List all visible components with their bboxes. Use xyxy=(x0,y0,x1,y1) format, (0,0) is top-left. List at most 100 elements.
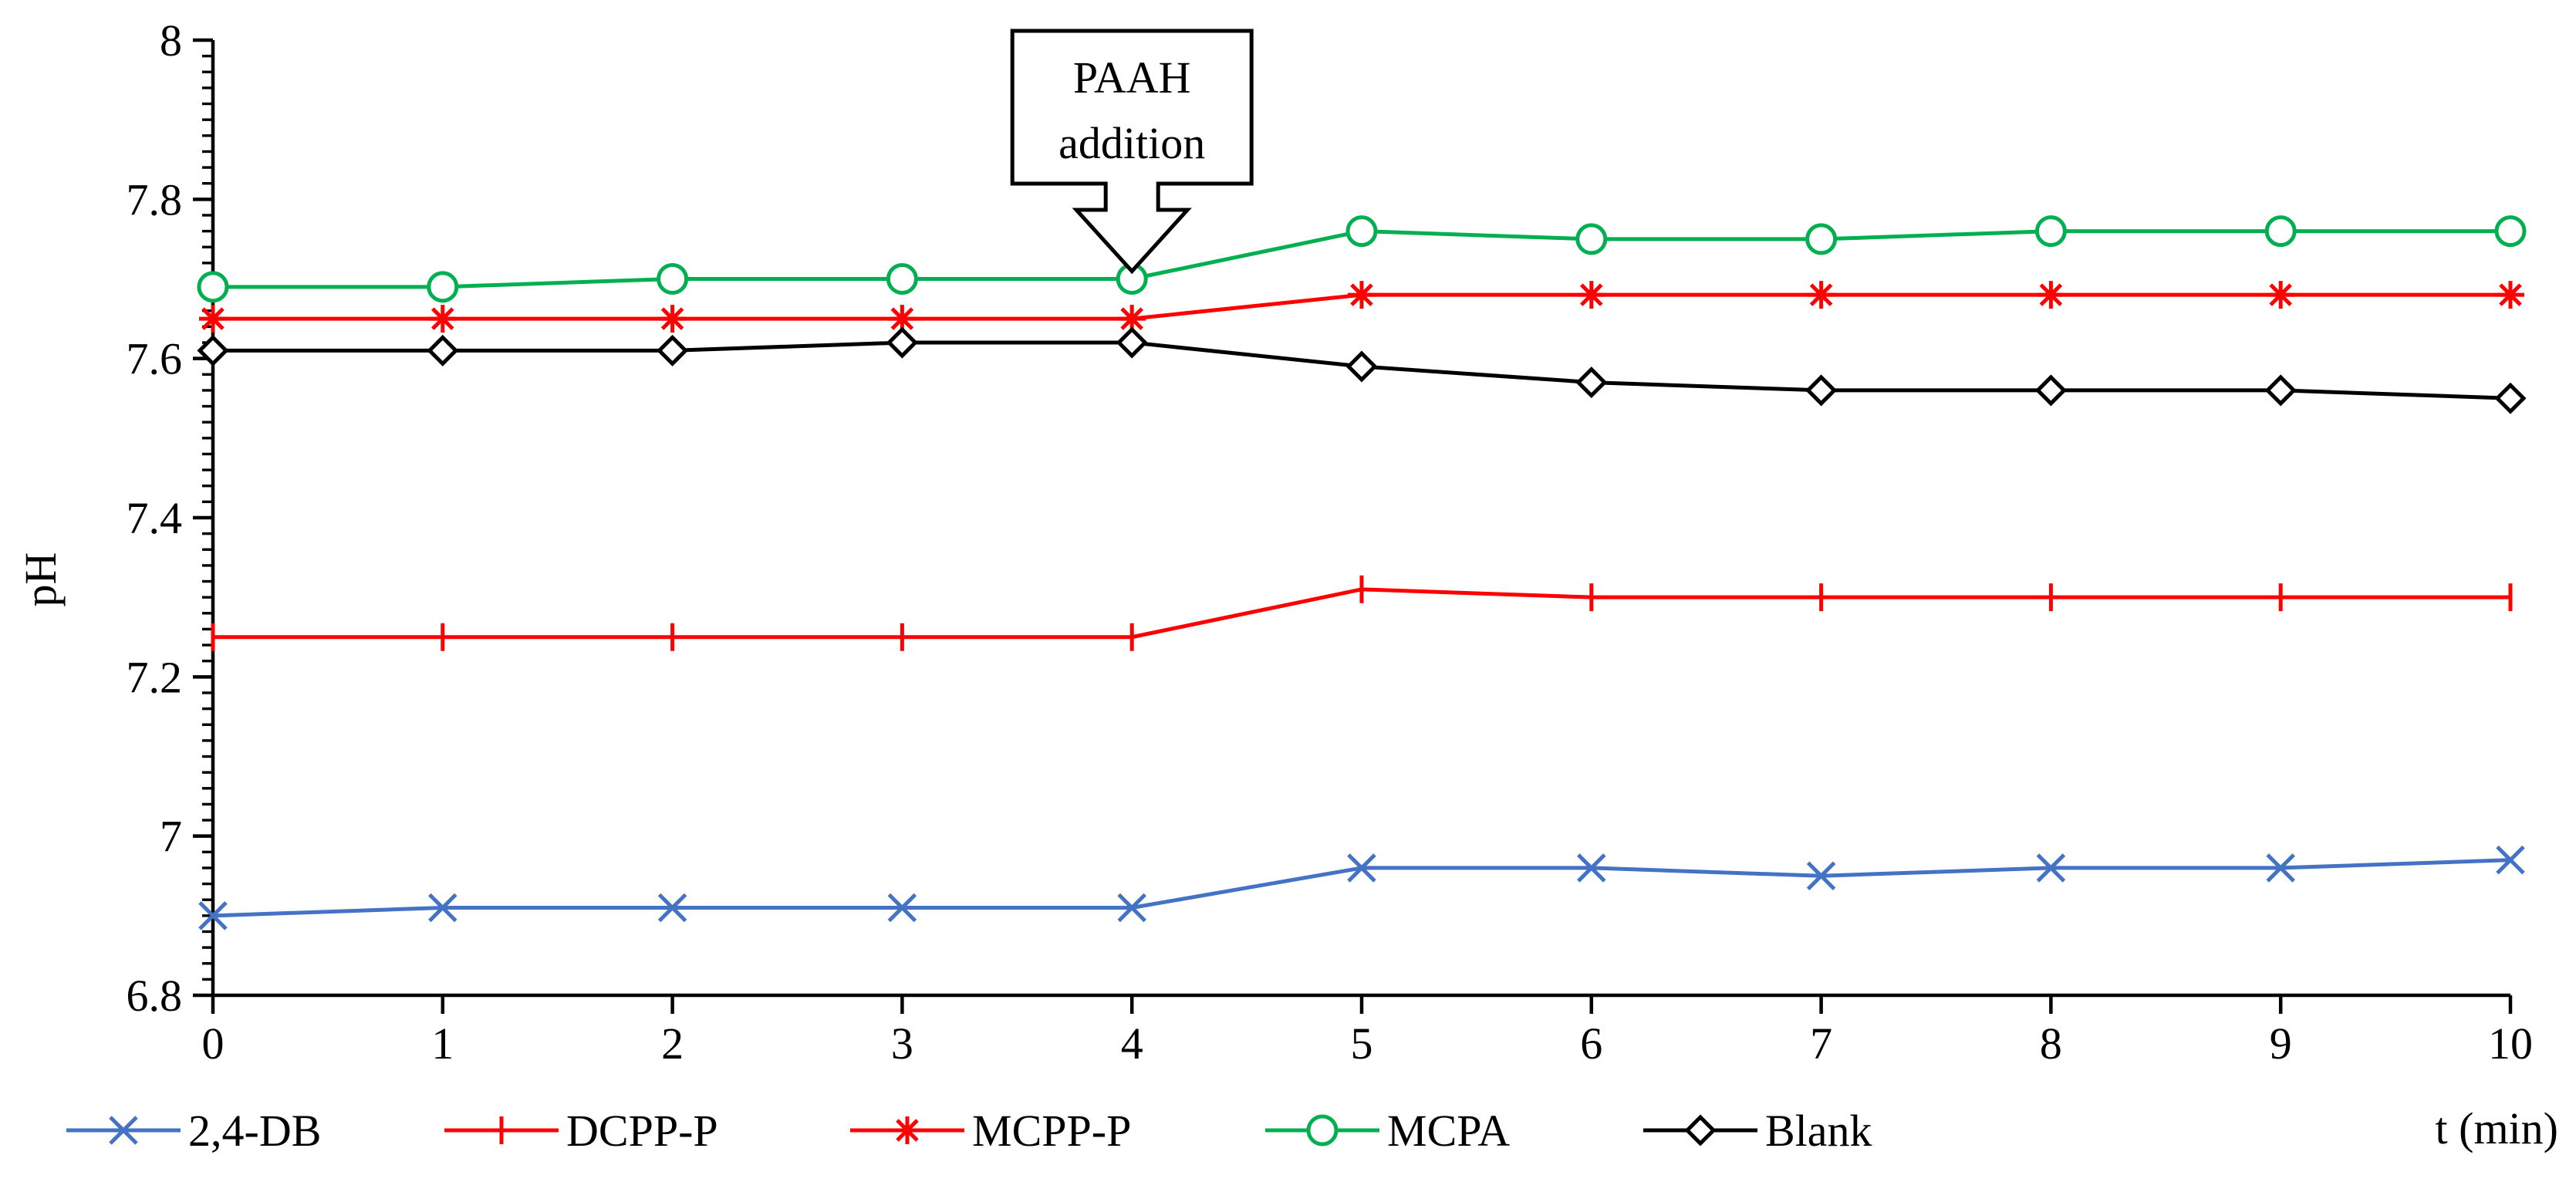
marker-circle xyxy=(2494,215,2527,248)
marker-star xyxy=(1577,281,1605,309)
marker-diamond xyxy=(427,334,459,366)
series-dcpp-p xyxy=(211,575,2513,651)
marker-stroke xyxy=(2039,283,2063,306)
legend: 2,4-DB DCPP-P MCPP-P MCPA Blank xyxy=(66,1106,1872,1156)
marker-star xyxy=(2497,281,2524,309)
legend-item-dcpp-p: DCPP-P xyxy=(444,1106,718,1156)
marker-diamond xyxy=(1575,366,1608,399)
x-tick-label: 8 xyxy=(2040,1018,2062,1069)
legend-label: Blank xyxy=(1765,1106,1872,1156)
x-tick-label: 10 xyxy=(2488,1018,2533,1069)
x-tick-label: 3 xyxy=(891,1018,913,1069)
marker-stroke xyxy=(660,307,684,330)
marker-circle xyxy=(1306,1114,1339,1147)
marker-stroke xyxy=(1809,283,1833,306)
marker-x xyxy=(1117,893,1146,923)
marker-x xyxy=(1347,853,1376,883)
legend-label: MCPA xyxy=(1387,1106,1510,1156)
x-tick-label: 6 xyxy=(1580,1018,1602,1069)
marker-circle xyxy=(2034,215,2067,248)
x-axis-title: t (min) xyxy=(2436,1103,2558,1153)
tick-labels: 6.8 7 7.2 7.4 7.6 7.8 8 0 1 2 3 4 5 6 7 8 9 10 xyxy=(127,15,2534,1069)
marker-x xyxy=(428,893,457,923)
x-tick-label: 2 xyxy=(661,1018,684,1069)
marker-diamond xyxy=(2264,374,2297,407)
marker-diamond xyxy=(2034,374,2067,407)
marker-stroke xyxy=(1117,893,1146,923)
legend-item-blank: Blank xyxy=(1643,1106,1872,1156)
marker-circle xyxy=(1805,223,1838,255)
x-tick-label: 1 xyxy=(431,1018,454,1069)
marker-x xyxy=(2496,845,2525,875)
y-tick-label: 7.4 xyxy=(127,493,183,543)
x-tick-label: 7 xyxy=(1810,1018,1832,1069)
marker-stroke xyxy=(428,893,457,923)
marker-star xyxy=(1807,281,1835,309)
marker-circle xyxy=(197,271,229,303)
marker-diamond xyxy=(2494,382,2527,414)
marker-x xyxy=(109,1116,138,1145)
series-layer xyxy=(197,215,2527,930)
marker-x xyxy=(2036,853,2066,883)
marker-circle xyxy=(1575,223,1608,255)
legend-label: DCPP-P xyxy=(566,1106,718,1156)
marker-stroke xyxy=(2266,853,2295,883)
marker-star xyxy=(888,305,917,333)
series-blank xyxy=(197,326,2527,414)
marker-diamond xyxy=(1684,1114,1717,1147)
marker-stroke xyxy=(896,1119,919,1142)
marker-stroke xyxy=(890,307,914,330)
marker-star xyxy=(199,305,227,333)
marker-circle xyxy=(657,263,689,295)
marker-stroke xyxy=(2496,845,2525,875)
marker-stroke xyxy=(1580,283,1603,306)
marker-stroke xyxy=(1120,307,1143,330)
marker-star xyxy=(2267,281,2295,309)
marker-star xyxy=(2037,281,2065,309)
marker-stroke xyxy=(1806,861,1836,891)
marker-circle xyxy=(427,271,459,303)
legend-label: 2,4-DB xyxy=(188,1106,321,1156)
marker-x xyxy=(1806,861,1836,891)
marker-x xyxy=(657,893,687,923)
x-tick-label: 0 xyxy=(202,1018,225,1069)
y-tick-label: 7.2 xyxy=(127,652,183,702)
axes xyxy=(211,40,2510,998)
marker-stroke xyxy=(109,1116,138,1145)
marker-stroke xyxy=(887,893,917,923)
marker-circle xyxy=(2264,215,2297,248)
marker-star xyxy=(658,305,687,333)
legend-item-mcpa: MCPA xyxy=(1265,1106,1510,1156)
marker-diamond xyxy=(1345,350,1378,383)
marker-x xyxy=(2266,853,2295,883)
paah-addition-callout: PAAH addition xyxy=(1010,29,1254,275)
y-tick-label: 7 xyxy=(160,812,182,862)
marker-stroke xyxy=(1350,283,1373,306)
marker-star xyxy=(1118,305,1146,333)
series-2-4-db xyxy=(198,845,2525,930)
series-mcpp-p xyxy=(199,281,2524,333)
marker-stroke xyxy=(657,893,687,923)
marker-stroke xyxy=(2036,853,2066,883)
callout-text-line2: addition xyxy=(1058,118,1205,168)
callout-arrow-box xyxy=(1010,29,1254,275)
x-tick-label: 4 xyxy=(1121,1018,1143,1069)
marker-stroke xyxy=(2499,283,2522,306)
callout-text-line1: PAAH xyxy=(1073,52,1191,103)
y-tick-label: 7.8 xyxy=(127,174,183,225)
y-tick-label: 6.8 xyxy=(127,971,183,1021)
marker-stroke xyxy=(1347,853,1376,883)
marker-stroke xyxy=(198,901,228,930)
x-tick-label: 5 xyxy=(1351,1018,1373,1069)
marker-diamond xyxy=(657,334,689,366)
marker-stroke xyxy=(201,307,225,330)
marker-stroke xyxy=(431,307,454,330)
marker-stroke xyxy=(2269,283,2292,306)
y-axis-title: pH xyxy=(15,552,66,607)
legend-item-2-4-db: 2,4-DB xyxy=(66,1106,321,1156)
marker-star xyxy=(1348,281,1376,309)
y-tick-label: 8 xyxy=(160,15,182,66)
marker-diamond xyxy=(1116,326,1148,359)
marker-x xyxy=(887,893,917,923)
